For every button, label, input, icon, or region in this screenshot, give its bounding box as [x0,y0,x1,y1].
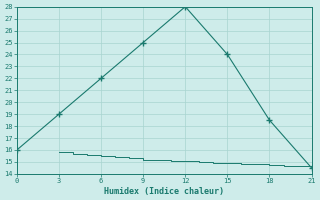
X-axis label: Humidex (Indice chaleur): Humidex (Indice chaleur) [104,187,224,196]
